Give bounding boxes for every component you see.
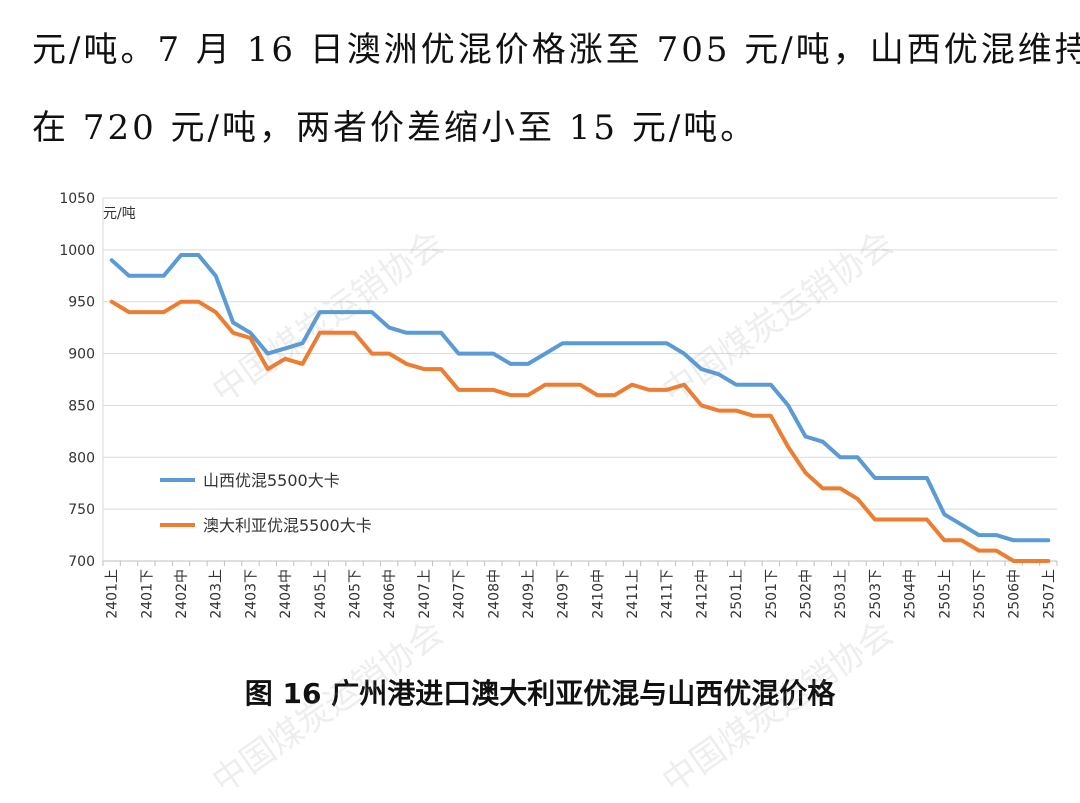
x-tick-label: 2409下 <box>556 569 572 619</box>
x-tick-label: 2401下 <box>139 569 155 619</box>
x-tick-label: 2403上 <box>209 569 225 619</box>
x-tick-label: 2402中 <box>174 569 190 619</box>
chart-grid <box>102 197 1057 562</box>
y-tick-label: 1000 <box>59 243 95 259</box>
paragraph-line-1: 元/吨。7 月 16 日澳洲优混价格涨至 705 元/吨，山西优混维持 <box>32 30 1080 70</box>
x-tick-label: 2403下 <box>243 569 259 619</box>
x-tick-label: 2412中 <box>694 569 710 619</box>
series-lines <box>109 253 1051 563</box>
x-tick-label: 2405下 <box>348 569 364 619</box>
x-tick-label: 2411下 <box>660 569 676 619</box>
y-tick-label: 850 <box>68 398 95 414</box>
x-tick-label: 2503下 <box>868 569 884 619</box>
x-tick-label: 2409上 <box>521 569 537 619</box>
x-tick-label: 2407下 <box>452 569 468 619</box>
x-tick-label: 2506中 <box>1007 569 1023 619</box>
x-tick-label: 2405上 <box>313 569 329 619</box>
y-tick-label: 1050 <box>59 191 95 207</box>
x-tick-label: 2406中 <box>382 569 398 619</box>
y-tick-labels: 700 750 800 850 900 950 1000 1050 <box>59 191 95 570</box>
x-tick-label: 2505上 <box>937 569 953 619</box>
x-tick-label: 2410中 <box>590 569 606 619</box>
x-tick-label: 2501上 <box>729 569 745 619</box>
x-tick-label: 2401上 <box>105 569 121 619</box>
y-tick-label: 950 <box>68 295 95 311</box>
legend-label: 澳大利亚优混5500大卡 <box>203 516 372 535</box>
x-tick-label: 2407上 <box>417 569 433 619</box>
x-tick-labels: 2401上 2401下 2402中 2403上 2403下 2404中 2405上 2405下… <box>102 561 1058 619</box>
series-line-1 <box>109 299 1051 563</box>
x-tick-label: 2408中 <box>486 569 502 619</box>
paragraph-line-2: 在 720 元/吨，两者价差缩小至 15 元/吨。 <box>32 108 758 148</box>
series-line-0 <box>109 253 1051 543</box>
y-tick-label: 700 <box>68 554 95 570</box>
y-axis-unit-label: 元/吨 <box>103 206 136 222</box>
x-tick-label: 2411上 <box>625 569 641 619</box>
y-tick-label: 750 <box>68 502 95 518</box>
x-tick-label: 2503上 <box>833 569 849 619</box>
x-tick-label: 2505下 <box>972 569 988 619</box>
x-tick-label: 2504中 <box>903 569 919 619</box>
x-tick-label: 2501下 <box>764 569 780 619</box>
x-tick-label: 2507上 <box>1041 569 1057 619</box>
y-tick-label: 800 <box>68 450 95 466</box>
x-tick-label: 2404中 <box>278 569 294 619</box>
figure-caption: 图 16 广州港进口澳大利亚优混与山西优混价格 <box>244 677 836 710</box>
x-tick-label: 2502中 <box>798 569 814 619</box>
y-tick-label: 900 <box>68 347 95 363</box>
legend-label: 山西优混5500大卡 <box>203 471 340 490</box>
